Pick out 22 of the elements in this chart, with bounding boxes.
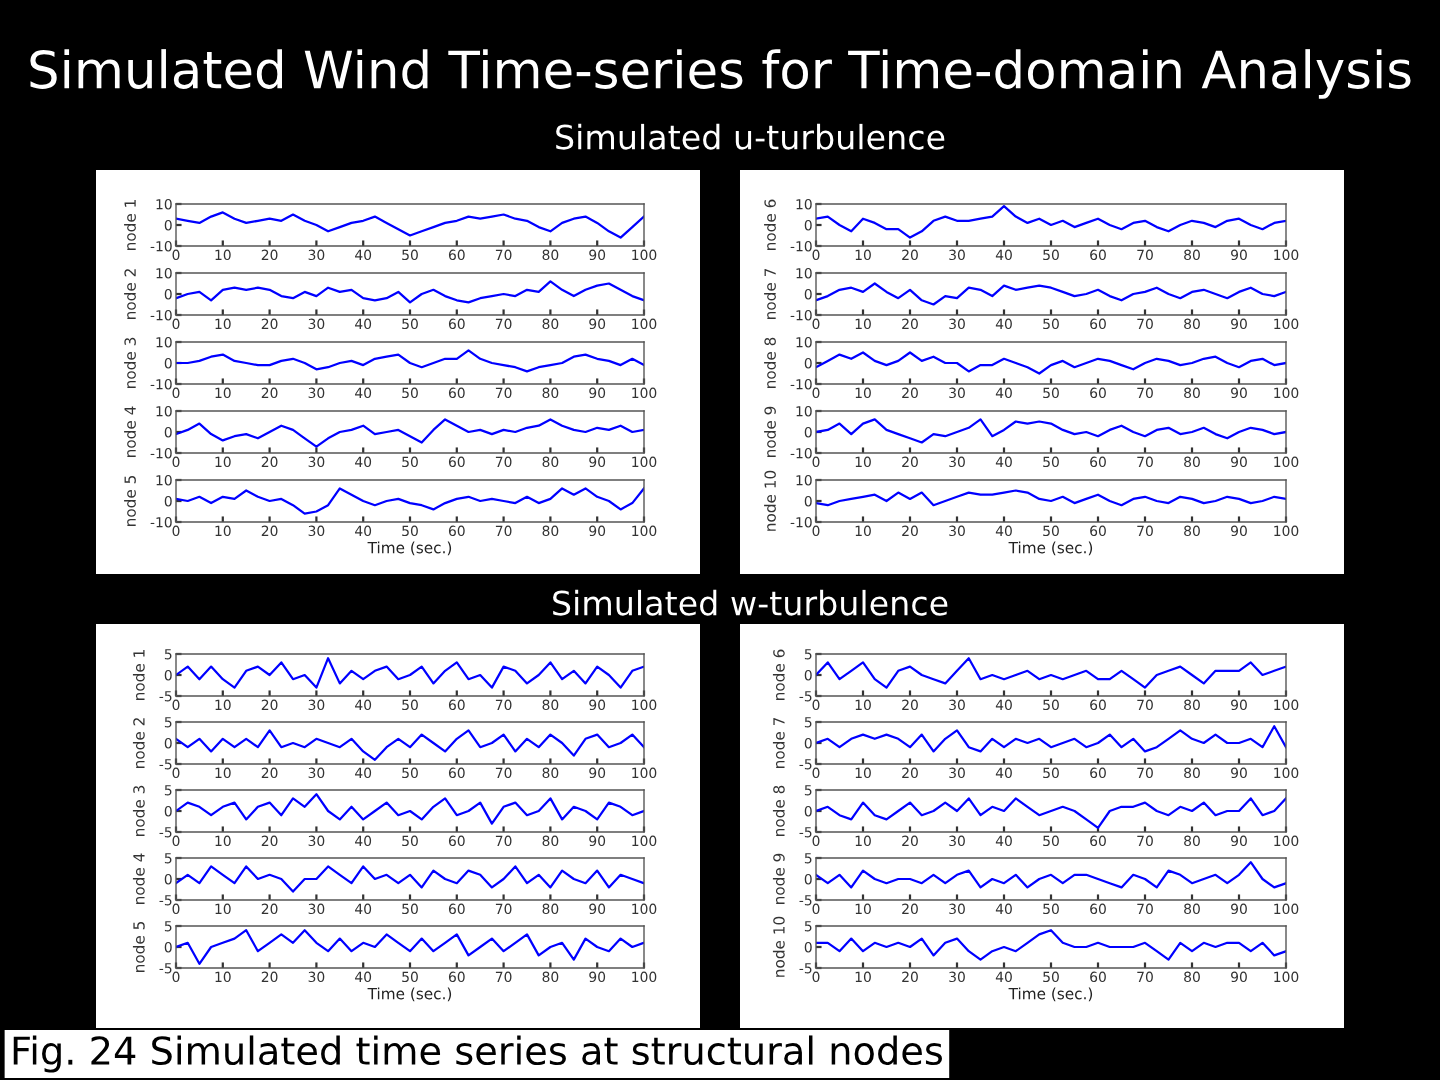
- caption: Fig. 24 Simulated time series at structural nodes: [13, 1035, 942, 1073]
- line-series: [816, 489, 1286, 507]
- line-series: [176, 929, 644, 965]
- line-series: [176, 487, 644, 515]
- line-series: [176, 280, 644, 304]
- line-series: [816, 282, 1286, 306]
- line-series: [176, 793, 644, 825]
- line-series: [816, 351, 1286, 375]
- line-series: [176, 865, 644, 893]
- text: Simulated w-turbulence: [553, 589, 948, 616]
- line-series: [816, 418, 1286, 444]
- line-series: [816, 657, 1286, 689]
- line-series: [176, 349, 644, 373]
- line-series: [816, 929, 1286, 961]
- line-series: [176, 418, 644, 448]
- chart-title: Simulated Wind Time-series for Time-domain Analysis: [30, 49, 1411, 99]
- line-series: [176, 211, 644, 239]
- line-series: [816, 797, 1286, 829]
- text: Simulated u-turbulence: [556, 123, 945, 150]
- line-series: [176, 729, 644, 761]
- line-series: [816, 204, 1286, 239]
- line-series: [176, 657, 644, 689]
